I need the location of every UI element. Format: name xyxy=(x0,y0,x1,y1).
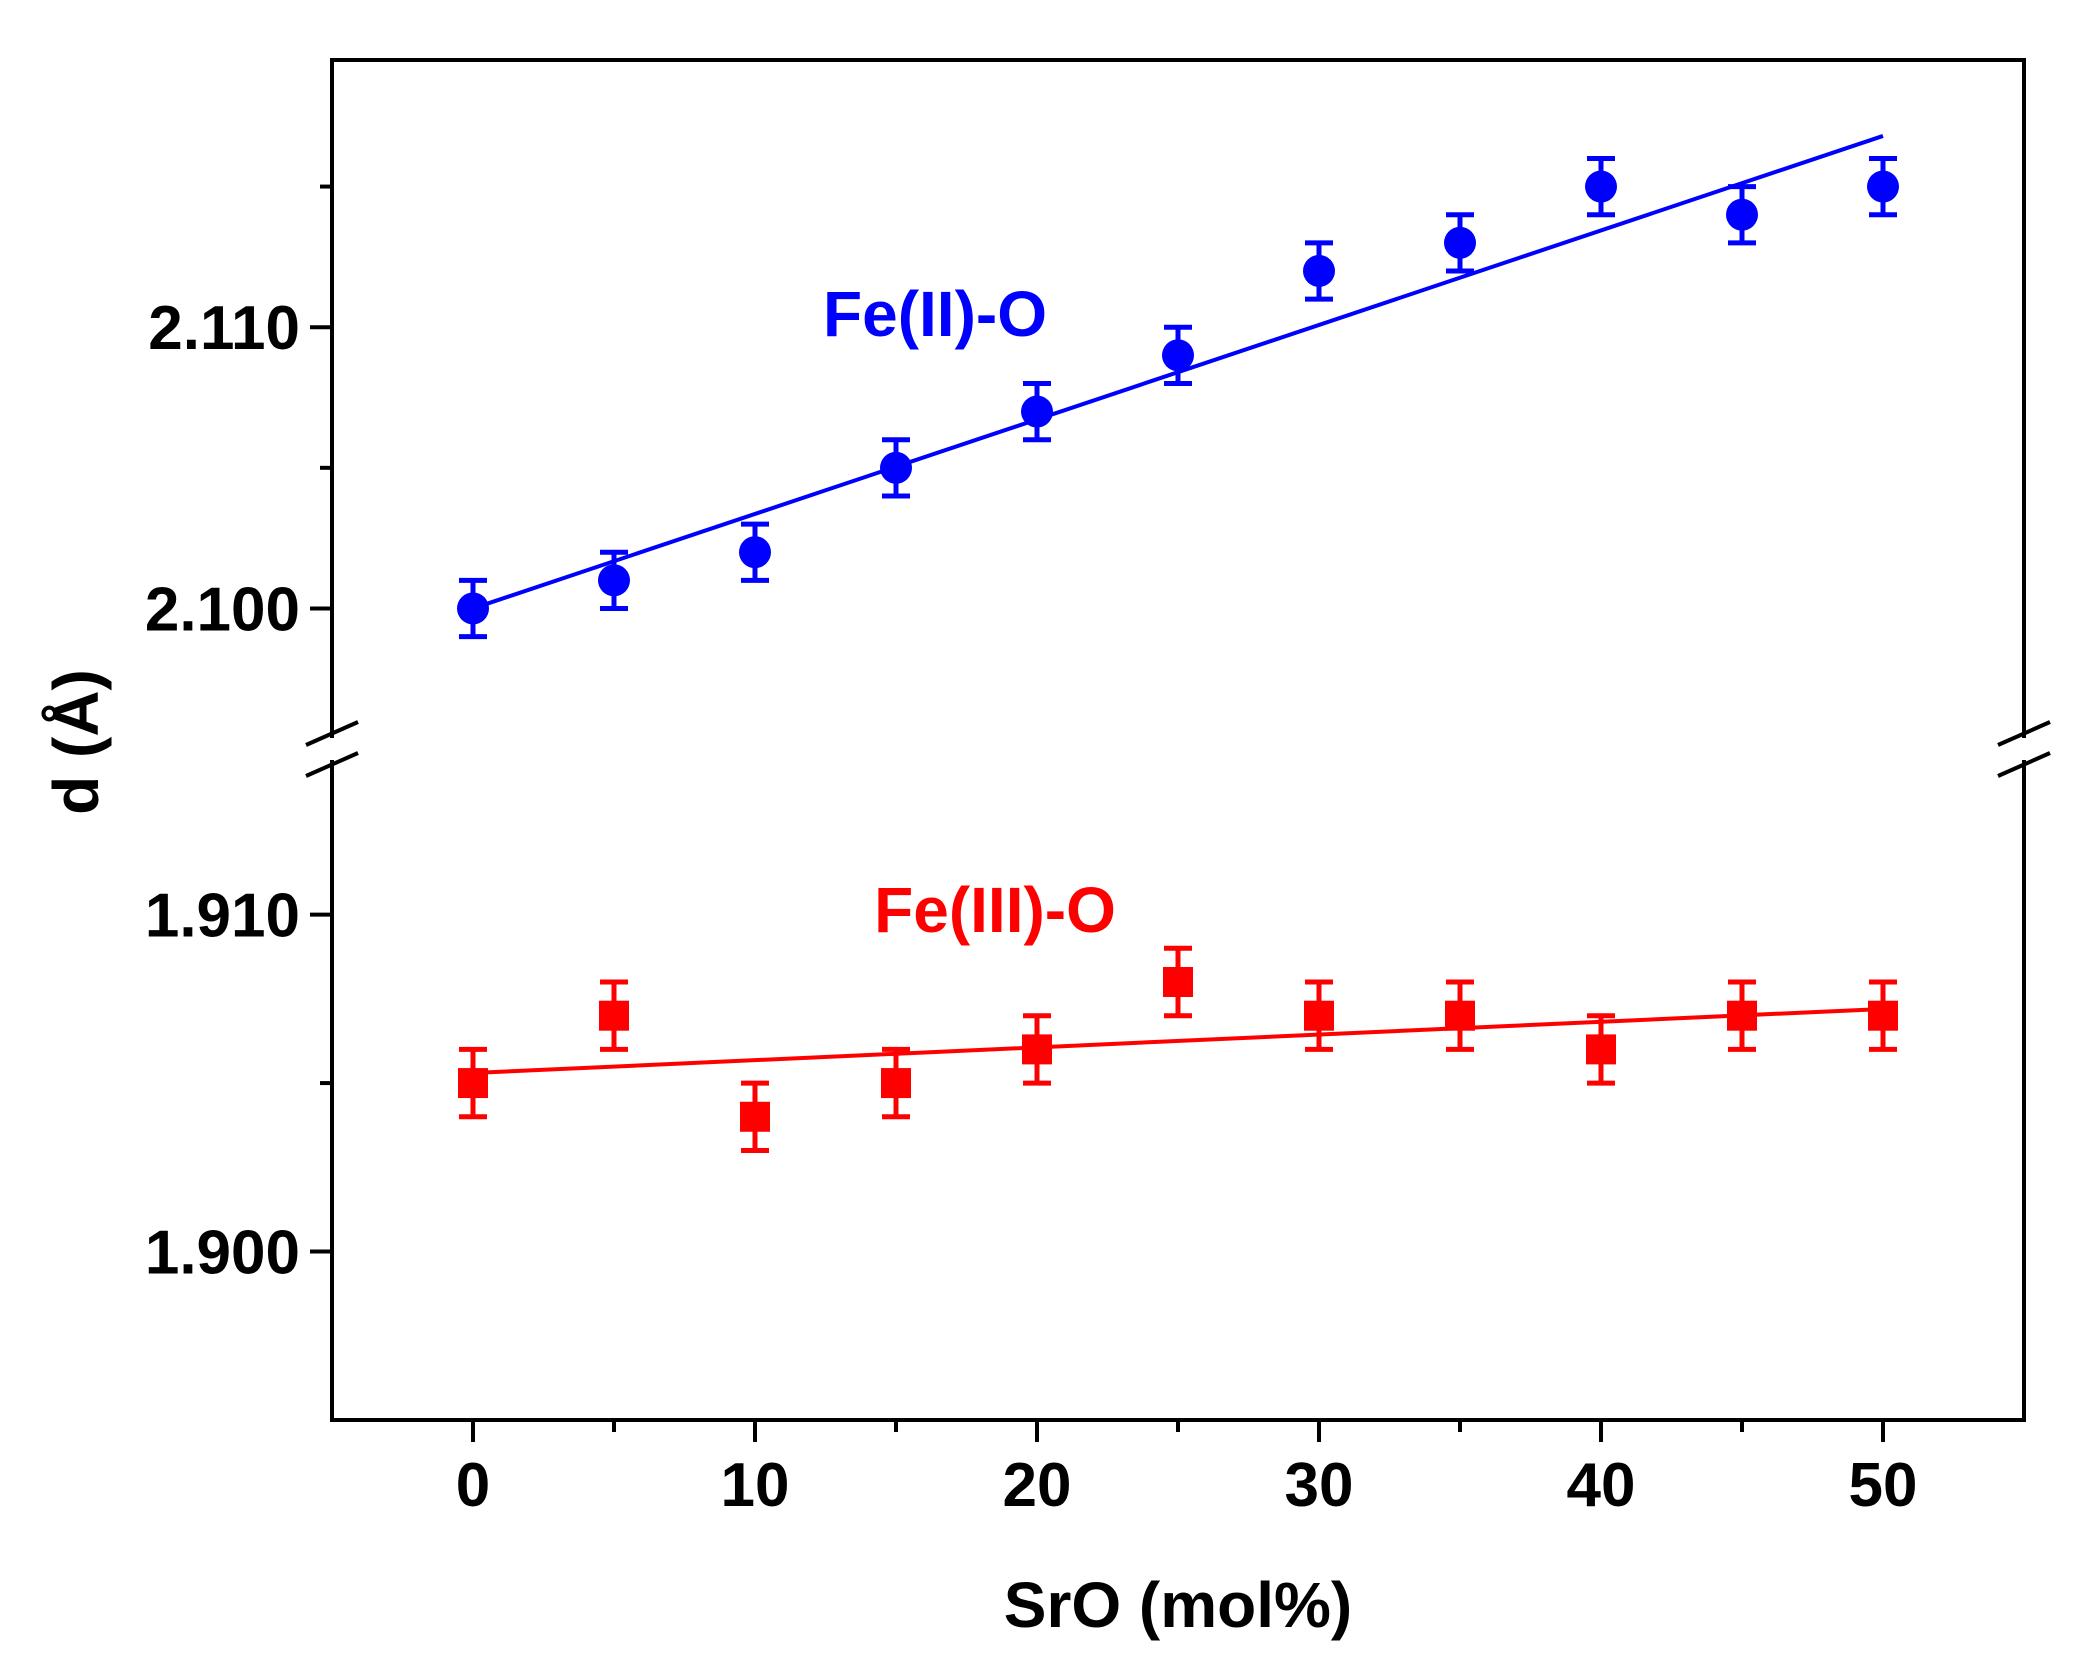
fe2-data-point xyxy=(1726,198,1758,231)
tick-labels: 0 10 20 30 40 50 2.100 2.110 1.900 1.910 xyxy=(145,294,1918,1520)
fe3-data-point xyxy=(881,1068,911,1099)
x-tick-label: 20 xyxy=(1003,1451,1072,1520)
tick-marks xyxy=(310,184,1885,1442)
fe2-data-point xyxy=(1867,170,1899,203)
x-tick-label: 40 xyxy=(1567,1451,1636,1520)
fe3-data-point xyxy=(1445,1000,1475,1031)
fe2-data-point xyxy=(1585,170,1617,203)
fe3-data-point xyxy=(1163,967,1193,997)
fe3-data-point xyxy=(1727,1000,1757,1031)
axis-break-gap-left xyxy=(328,738,336,760)
fe2-data-point xyxy=(1021,395,1053,428)
y-axis-title: d (Å) xyxy=(40,669,112,815)
fe2-data-point xyxy=(457,592,489,625)
fe2-data-point xyxy=(1162,339,1194,372)
axis-break-marks xyxy=(305,720,2051,778)
fe3-series-label: Fe(III)-O xyxy=(874,874,1116,946)
x-tick-label: 10 xyxy=(721,1451,790,1520)
x-tick-label: 0 xyxy=(456,1451,490,1520)
fe3-fit-line xyxy=(472,1006,1884,1075)
fe2-series-label: Fe(II)-O xyxy=(823,278,1047,350)
plot-area xyxy=(457,134,1899,1153)
y-tick-label-lower: 1.900 xyxy=(145,1219,300,1288)
fe2-data-point xyxy=(598,564,630,597)
fe2-data-point xyxy=(880,451,912,484)
fe3-data-point xyxy=(599,1000,629,1031)
fe3-data-point xyxy=(1022,1034,1052,1065)
fe3-data-point xyxy=(458,1068,488,1099)
y-tick-label-upper: 2.100 xyxy=(145,575,300,644)
fe3-data-point xyxy=(1304,1000,1334,1031)
x-tick-label: 30 xyxy=(1285,1451,1354,1520)
x-axis-title: SrO (mol%) xyxy=(1004,1569,1352,1641)
y-tick-label-lower: 1.910 xyxy=(145,882,300,951)
fe2-data-point xyxy=(1303,254,1335,287)
fe3-data-point xyxy=(1868,1000,1898,1031)
plot-frame xyxy=(330,58,2026,1422)
fe2-data-point xyxy=(1444,226,1476,259)
fe2-data-point xyxy=(739,536,771,569)
fe3-data-point xyxy=(1586,1034,1616,1065)
axis-break-slash-left xyxy=(305,720,359,747)
y-tick-label-upper: 2.110 xyxy=(148,294,300,363)
axis-break-slash-left xyxy=(305,751,359,778)
axis-break-slash-right xyxy=(1997,720,2051,747)
fe3-data-point xyxy=(740,1101,770,1132)
axis-break-slash-right xyxy=(1997,751,2051,778)
x-tick-label: 50 xyxy=(1849,1451,1918,1520)
axis-break-gap-right xyxy=(2020,738,2028,760)
